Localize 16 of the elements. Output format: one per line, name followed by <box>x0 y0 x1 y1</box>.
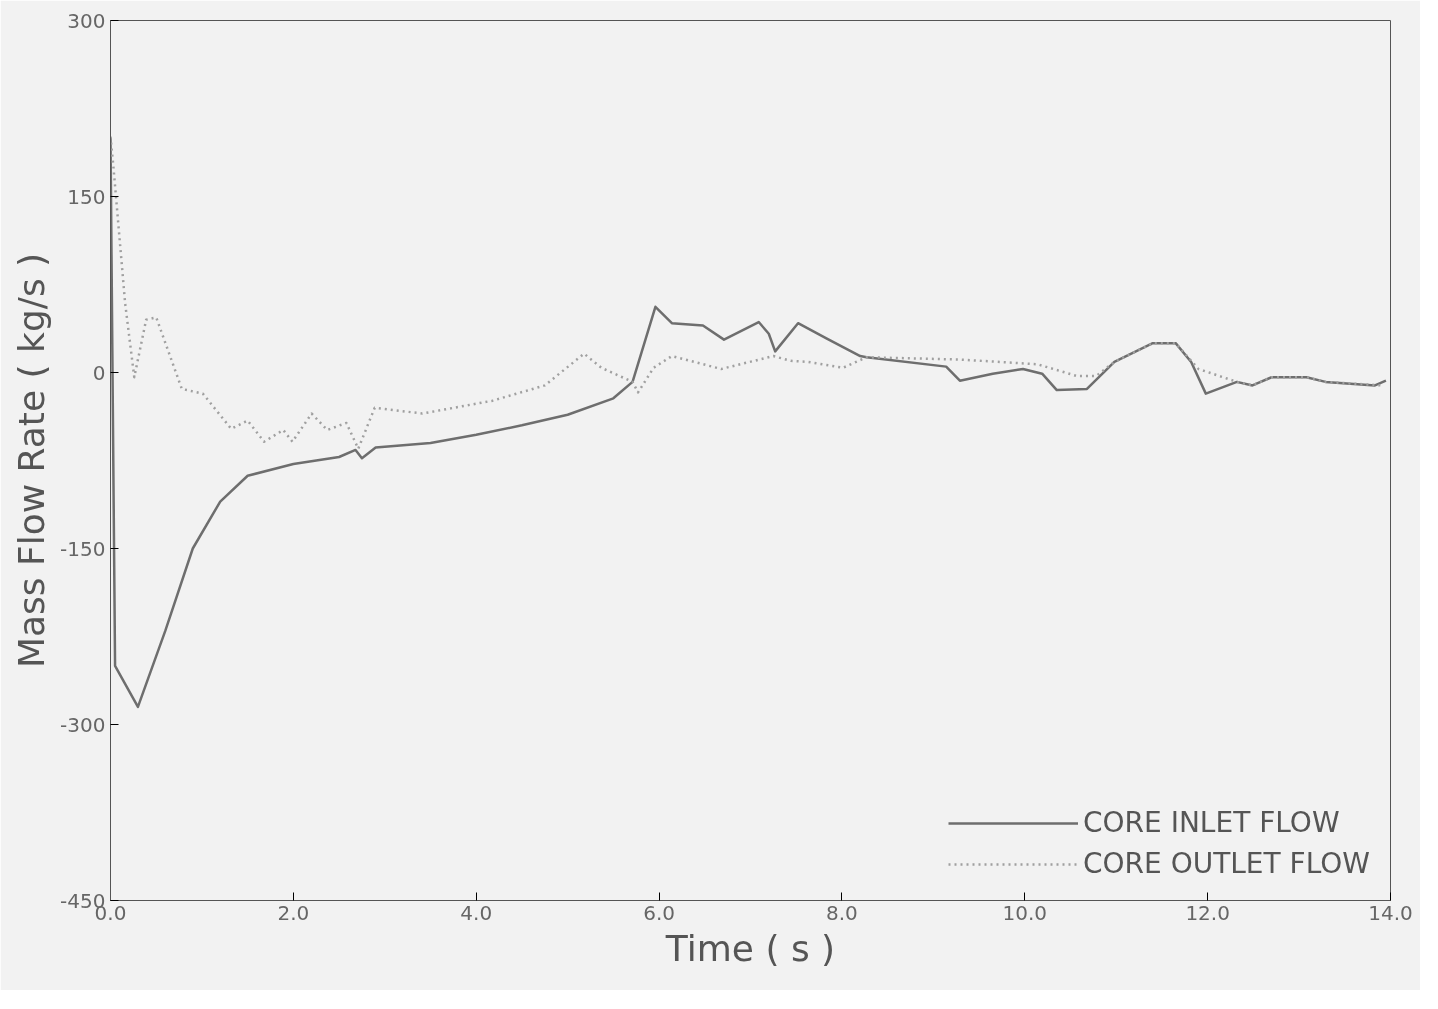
y-tick-label: 0 <box>92 360 106 385</box>
x-tick-label: 6.0 <box>643 900 675 925</box>
x-tick-label: 14.0 <box>1368 900 1413 925</box>
legend-label: CORE INLET FLOW <box>1083 806 1340 839</box>
x-tick-label: 8.0 <box>826 900 858 925</box>
legend-label: CORE OUTLET FLOW <box>1083 847 1370 880</box>
x-tick-label: 4.0 <box>460 900 493 925</box>
y-axis-title: Mass Flow Rate ( kg/s ) <box>11 252 53 669</box>
x-axis-title: Time ( s ) <box>664 927 836 969</box>
x-tick-label: 12.0 <box>1185 900 1230 925</box>
y-tick-label: -150 <box>60 536 106 561</box>
y-tick-label: -300 <box>60 712 106 737</box>
y-tick-label: 150 <box>67 184 106 209</box>
x-tick-label: 10.0 <box>1002 900 1048 925</box>
x-tick-label: 2.0 <box>277 900 310 925</box>
y-tick-label: 300 <box>67 8 106 33</box>
